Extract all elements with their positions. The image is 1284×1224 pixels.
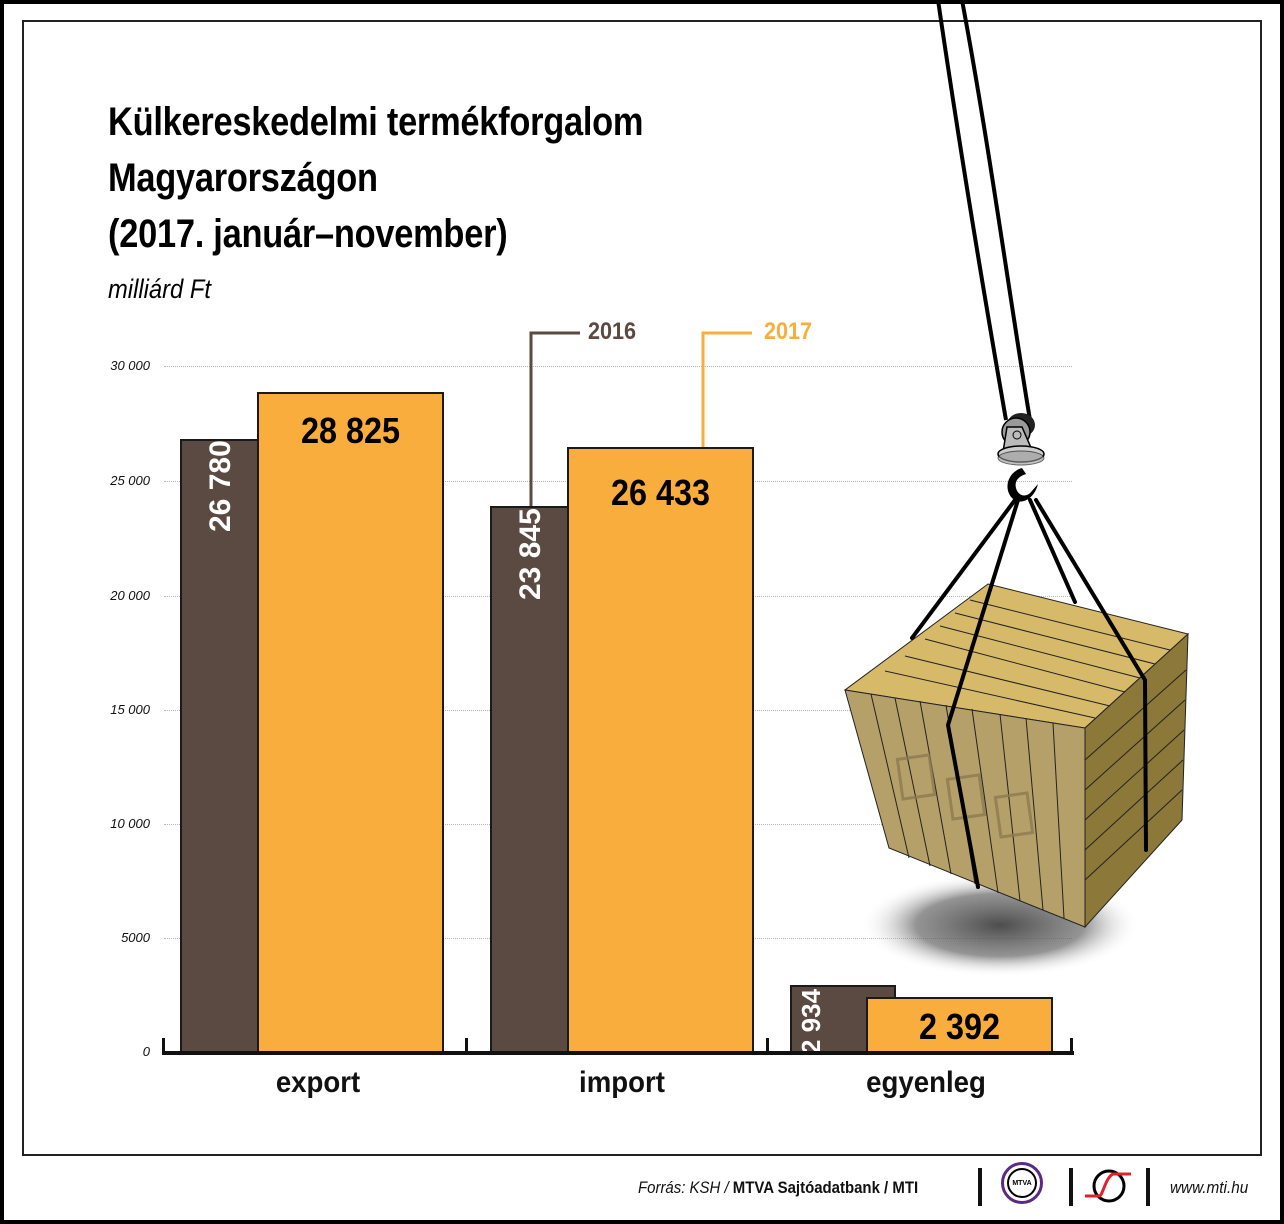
x-axis-baseline xyxy=(162,1051,1074,1055)
y-tick-label: 5000 xyxy=(121,930,150,945)
mtva-logo-text: MTVA xyxy=(1007,1168,1037,1198)
y-tick-label: 15 000 xyxy=(110,702,150,717)
legend-2016: 2016 xyxy=(588,318,637,345)
website-url: www.mti.hu xyxy=(1170,1178,1249,1197)
unit-label: milliárd Ft xyxy=(108,274,211,304)
source-credit: Forrás: KSH / MTVA Sajtóadatbank / MTI xyxy=(638,1178,918,1198)
gridline-30000 xyxy=(164,366,1072,367)
value-import-2017: 26 433 xyxy=(610,472,711,513)
source-prefix: Forrás: KSH / xyxy=(638,1178,733,1197)
bar-export-2017 xyxy=(257,392,444,1054)
y-tick-label: 30 000 xyxy=(110,358,150,373)
x-axis-tick xyxy=(162,1038,165,1054)
footer-separator xyxy=(978,1168,982,1206)
value-egyenleg-2017: 2 392 xyxy=(918,1006,1001,1047)
footer-separator xyxy=(1146,1168,1150,1206)
category-egyenleg: egyenleg xyxy=(866,1066,986,1099)
mtva-logo-icon: MTVA xyxy=(1001,1162,1043,1204)
legend-2017: 2017 xyxy=(764,318,813,345)
y-tick-label: 10 000 xyxy=(110,816,150,831)
y-tick-label: 20 000 xyxy=(110,588,150,603)
y-tick-label: 0 xyxy=(142,1044,150,1059)
x-axis-tick xyxy=(766,1038,769,1054)
x-axis-tick xyxy=(1070,1038,1073,1054)
value-export-2017: 28 825 xyxy=(300,410,401,451)
title-line-2: Magyarországon xyxy=(108,156,378,200)
category-export: export xyxy=(275,1066,361,1099)
y-tick-label: 25 000 xyxy=(110,473,150,488)
bar-import-2017 xyxy=(567,447,754,1054)
footer-separator xyxy=(1069,1168,1073,1206)
title-line-1: Külkereskedelmi termékforgalom xyxy=(108,100,644,144)
mti-logo-icon xyxy=(1085,1169,1131,1203)
title-line-3: (2017. január–november) xyxy=(108,212,508,256)
category-import: import xyxy=(579,1066,665,1099)
x-axis-tick xyxy=(465,1038,468,1054)
source-publisher: MTVA Sajtóadatbank / MTI xyxy=(732,1178,919,1197)
chart-title: Külkereskedelmi termékforgalom Magyarors… xyxy=(108,94,644,262)
